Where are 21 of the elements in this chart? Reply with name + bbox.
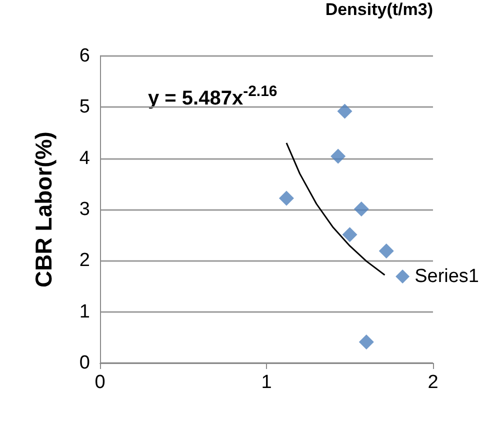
y-tick-label: 5 [79, 96, 90, 118]
point [337, 104, 352, 119]
point [278, 190, 294, 206]
point [342, 227, 358, 242]
x-tick-label: 1 [261, 372, 272, 393]
y-tick-label: 3 [79, 199, 90, 220]
x-tick-label: 0 [94, 372, 106, 393]
x-tick-label: 2 [428, 372, 438, 393]
point [378, 243, 394, 258]
legend-label: Series1 [414, 266, 479, 287]
line-series [286, 142, 386, 276]
point [354, 201, 369, 216]
y-tick-label: 4 [79, 148, 90, 169]
y-tick-label: 0 [79, 352, 90, 374]
y-tick-label: 6 [79, 46, 90, 66]
point [358, 334, 374, 350]
y-tick-label: 1 [79, 301, 90, 322]
point [330, 148, 346, 164]
y-tick-label: 2 [79, 250, 90, 272]
x-axis-title: Density(t/m3) [325, 0, 433, 19]
y-axis-title: CBR Labor(%) [30, 132, 56, 288]
